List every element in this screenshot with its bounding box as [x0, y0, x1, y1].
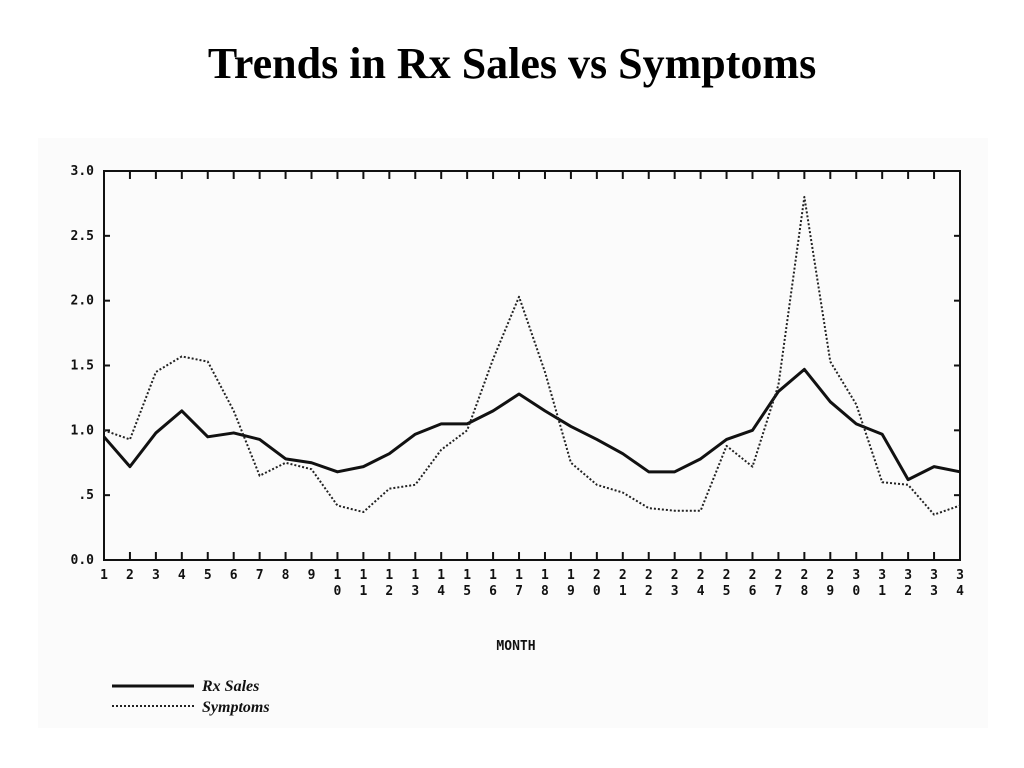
x-tick-label: 6 [489, 584, 497, 599]
x-tick-label: 1 [463, 568, 471, 583]
x-tick-label: 1 [334, 568, 342, 583]
chart-axes [103, 170, 961, 561]
x-tick-label: 3 [152, 568, 160, 583]
x-tick-label: 1 [541, 568, 549, 583]
x-tick-label: 3 [904, 568, 912, 583]
x-tick-label: 1 [359, 584, 367, 599]
x-tick-label: 6 [749, 584, 757, 599]
x-tick-label: 5 [204, 568, 212, 583]
x-tick-label: 0 [852, 584, 860, 599]
slide-title: Trends in Rx Sales vs Symptoms [207, 39, 817, 88]
x-axis-label: MONTH [496, 639, 535, 654]
x-tick-label: 2 [671, 568, 679, 583]
x-tick-label: 5 [723, 584, 731, 599]
series-line-symptoms [103, 195, 961, 516]
x-tick-label: 8 [800, 584, 808, 599]
x-tick-label: 2 [619, 568, 627, 583]
x-tick-label: 1 [100, 568, 108, 583]
x-tick-label: 2 [800, 568, 808, 583]
y-tick-label: 0.0 [71, 553, 95, 568]
x-tick-label: 4 [956, 584, 964, 599]
legend-label-rx-sales: Rx Sales [201, 678, 259, 695]
chart-legend: Rx Sales Symptoms [112, 678, 270, 716]
x-tick-label: 9 [826, 584, 834, 599]
x-tick-label: 1 [411, 568, 419, 583]
x-tick-label: 2 [126, 568, 134, 583]
x-tick-label: 3 [852, 568, 860, 583]
x-tick-label: 7 [775, 584, 783, 599]
x-tick-label: 3 [411, 584, 419, 599]
x-tick-label: 1 [878, 584, 886, 599]
chart-panel: 0.0.5 1.0 1.5 2.0 2.5 3.0 1 2 3 4 5 6 7 8 9 1 0 1 1 1 2 1 3 1 4 1… [38, 138, 988, 728]
x-tick-label: 1 [489, 568, 497, 583]
x-tick-label: 2 [749, 568, 757, 583]
x-tick-label: 9 [308, 568, 316, 583]
x-tick-label: 1 [567, 568, 575, 583]
x-tick-label: 1 [385, 568, 393, 583]
x-tick-label: 6 [230, 568, 238, 583]
x-tick-label: 3 [930, 568, 938, 583]
x-tick-label: 4 [437, 584, 445, 599]
x-tick-label: 2 [775, 568, 783, 583]
legend-label-symptoms: Symptoms [202, 699, 270, 716]
x-tick-label: 3 [878, 568, 886, 583]
x-tick-label: 2 [904, 584, 912, 599]
x-tick-label: 7 [256, 568, 264, 583]
x-tick-label: 1 [437, 568, 445, 583]
x-tick-label: 4 [697, 584, 705, 599]
x-tick-label: 2 [645, 568, 653, 583]
x-tick-label: 5 [463, 584, 471, 599]
x-tick-label: 2 [645, 584, 653, 599]
x-tick-label: 2 [593, 568, 601, 583]
x-tick-label: 1 [515, 568, 523, 583]
y-tick-label: .5 [78, 488, 94, 503]
x-tick-label: 7 [515, 584, 523, 599]
line-chart: 0.0.51.01.52.02.53.01 2 3 4 5 6 7 8 9 10111213141… [71, 164, 965, 716]
y-tick-label: 2.0 [71, 294, 95, 309]
x-tick-label: 9 [567, 584, 575, 599]
x-tick-label: 4 [178, 568, 186, 583]
y-tick-label: 1.0 [71, 423, 95, 438]
x-tick-label: 2 [826, 568, 834, 583]
chart-series [102, 195, 961, 516]
y-tick-label: 2.5 [71, 229, 94, 244]
x-tick-label: 8 [541, 584, 549, 599]
x-tick-label: 1 [619, 584, 627, 599]
x-tick-label: 2 [723, 568, 731, 583]
x-tick-label: 1 [359, 568, 367, 583]
x-tick-label: 0 [593, 584, 601, 599]
x-tick-label: 2 [385, 584, 393, 599]
x-tick-label: 2 [697, 568, 705, 583]
x-tick-label: 8 [282, 568, 290, 583]
x-tick-label: 3 [956, 568, 964, 583]
x-tick-label: 3 [930, 584, 938, 599]
chart-tick-labels: 0.0.51.01.52.02.53.01 2 3 4 5 6 7 8 9 10111213141… [71, 164, 965, 599]
y-tick-label: 3.0 [71, 164, 95, 179]
series-line-rx-sales [102, 367, 961, 482]
x-tick-label: 3 [671, 584, 679, 599]
y-tick-label: 1.5 [71, 359, 94, 374]
x-tick-label: 0 [334, 584, 342, 599]
